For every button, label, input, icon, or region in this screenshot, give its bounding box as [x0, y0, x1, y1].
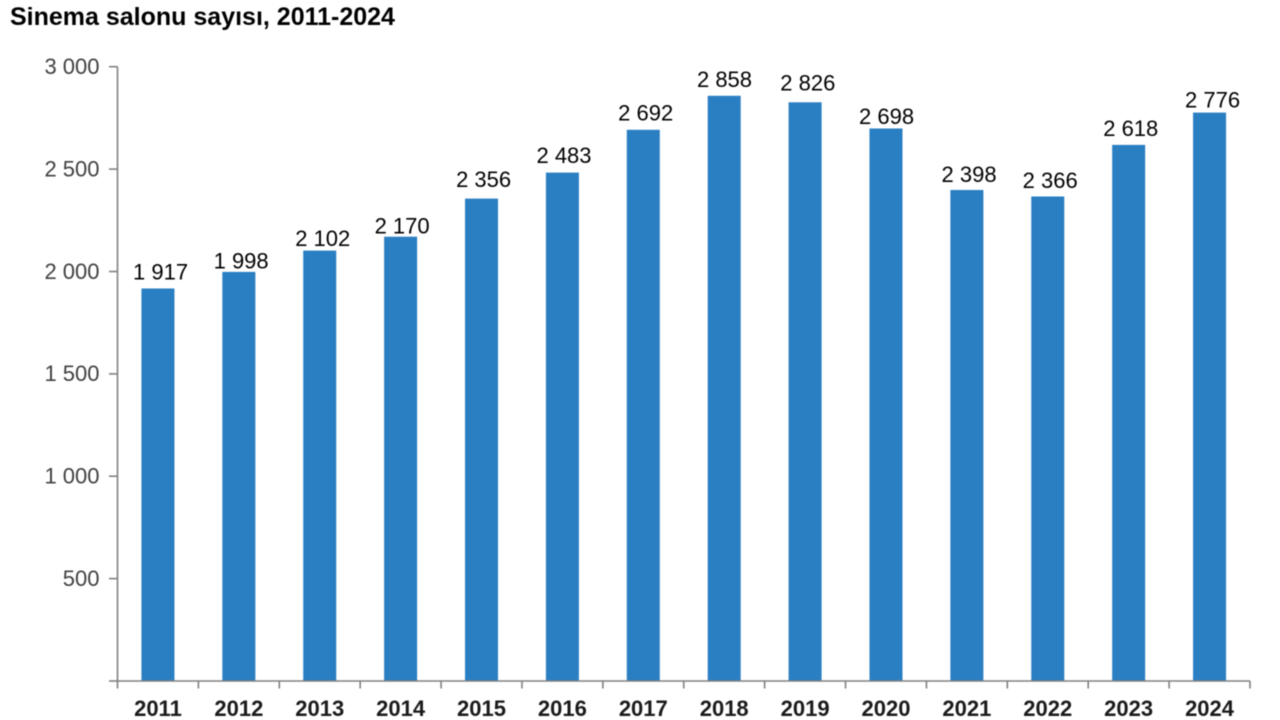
svg-text:2018: 2018: [700, 696, 749, 720]
svg-text:2015: 2015: [457, 696, 506, 720]
svg-text:1 000: 1 000: [44, 464, 99, 489]
svg-text:2013: 2013: [295, 696, 344, 720]
svg-text:2 692: 2 692: [618, 100, 673, 125]
svg-text:2021: 2021: [942, 696, 991, 720]
svg-text:2 500: 2 500: [44, 156, 99, 181]
svg-text:1 500: 1 500: [44, 361, 99, 386]
svg-text:2017: 2017: [619, 696, 668, 720]
svg-text:2016: 2016: [538, 696, 587, 720]
svg-text:2 826: 2 826: [780, 71, 835, 96]
svg-text:2 698: 2 698: [859, 104, 914, 129]
svg-text:1 998: 1 998: [214, 248, 269, 273]
svg-text:2023: 2023: [1104, 696, 1153, 720]
svg-text:1 917: 1 917: [133, 260, 188, 285]
svg-text:2014: 2014: [376, 696, 426, 720]
svg-text:2024: 2024: [1185, 696, 1235, 720]
svg-text:500: 500: [63, 566, 100, 591]
svg-text:2012: 2012: [214, 696, 263, 720]
svg-text:3 000: 3 000: [44, 54, 99, 79]
svg-text:2020: 2020: [862, 696, 911, 720]
svg-text:2 618: 2 618: [1103, 116, 1158, 141]
svg-text:Sinema salonu sayısı, 2011-202: Sinema salonu sayısı, 2011-2024: [10, 3, 395, 31]
svg-text:2 000: 2 000: [44, 259, 99, 284]
svg-text:2 170: 2 170: [375, 214, 430, 239]
svg-text:2019: 2019: [781, 696, 830, 720]
svg-text:2022: 2022: [1023, 696, 1072, 720]
svg-text:2011: 2011: [134, 696, 182, 720]
svg-text:2 366: 2 366: [1023, 168, 1078, 193]
svg-text:2 398: 2 398: [942, 162, 997, 187]
svg-text:2 776: 2 776: [1185, 88, 1240, 113]
svg-text:2 356: 2 356: [456, 167, 511, 192]
svg-text:2 858: 2 858: [697, 67, 752, 92]
svg-text:2 483: 2 483: [536, 143, 591, 168]
svg-text:2 102: 2 102: [295, 226, 350, 251]
